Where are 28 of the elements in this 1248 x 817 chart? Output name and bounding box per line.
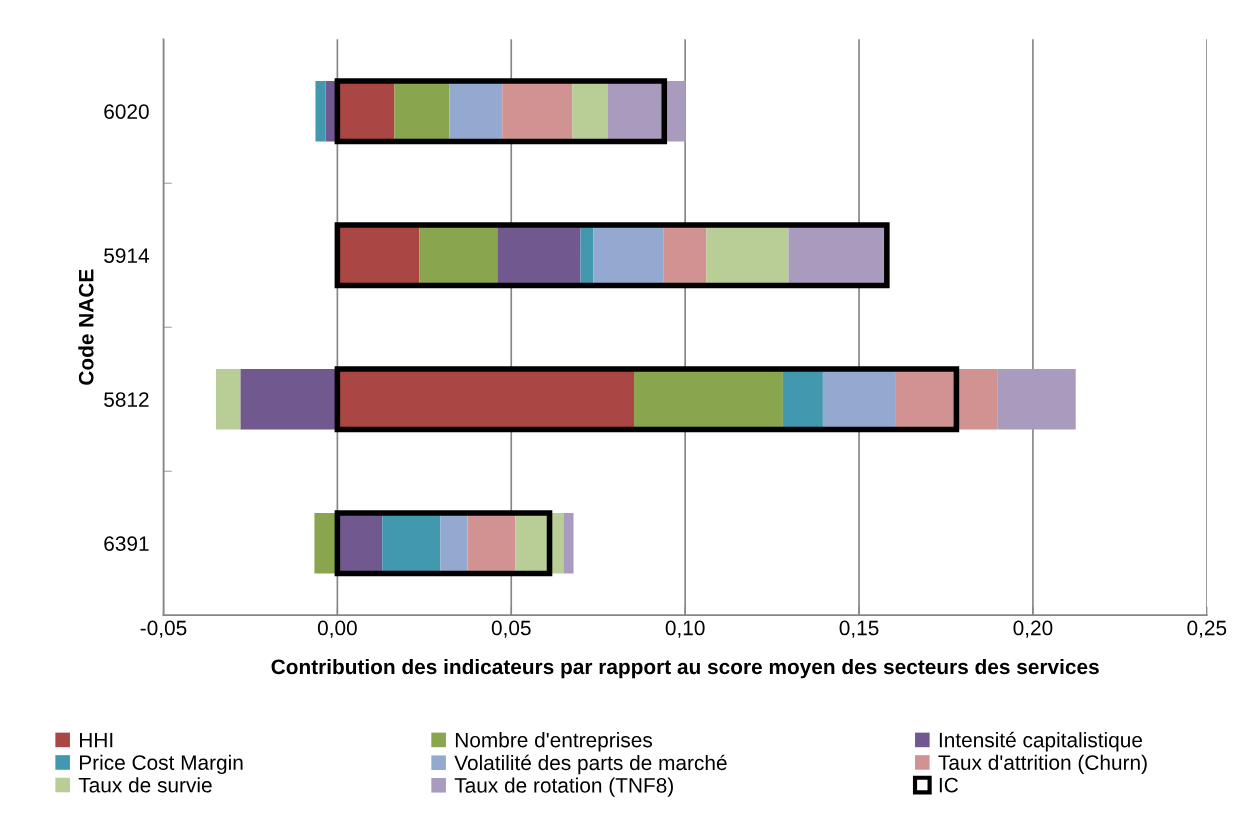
bar [997,368,1076,430]
x-tick-label: -0,05 [140,620,187,638]
legend-label: Intensité capitalistique [939,731,1143,752]
legend-label: Price Cost Margin [79,754,243,775]
legend-label: Nombre d'entreprises [455,732,652,752]
x-tick-label: 0,20 [1013,620,1053,638]
x-tick-label: 0,10 [665,620,705,638]
legend-label: Taux de rotation (TNF8) [454,777,673,797]
legend-label: IC [939,777,958,793]
x-tick-label: 0,00 [317,620,357,638]
y-axis-title: Code NACE [78,269,94,385]
y-tick-label: 5914 [104,248,149,263]
legend-label: Taux de survie [78,777,212,793]
bar [563,512,574,574]
legend-label: Volatilité des parts de marché [454,754,727,775]
legend-label: HHI [79,732,113,748]
legend-label: Taux d'attrition (Churn) [938,754,1147,775]
x-tick-label: 0,05 [491,620,531,638]
x-axis-title: Contribution des indicateurs par rapport au score moyen des secteurs des services [271,658,1099,679]
y-tick-label: 5812 [104,392,149,407]
bar [314,512,338,574]
bar [216,368,241,430]
y-tick-label: 6020 [104,104,149,119]
bar [240,368,338,430]
x-tick-label: 0,15 [839,620,879,638]
bar [315,80,326,142]
y-tick-label: 6391 [104,536,149,551]
x-tick-label: 0,25 [1187,620,1227,638]
